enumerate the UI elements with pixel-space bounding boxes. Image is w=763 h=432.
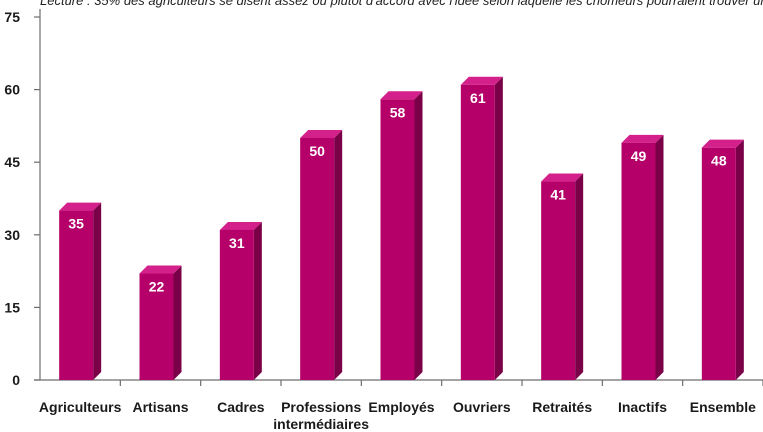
bar <box>59 202 102 380</box>
data-label: 35 <box>68 216 84 232</box>
y-tick-label: 0 <box>12 372 20 388</box>
bar-front <box>380 99 415 380</box>
bar-side <box>173 265 182 380</box>
bar <box>460 76 503 380</box>
bar-side <box>494 76 503 380</box>
x-tick-label: Inactifs <box>618 399 667 415</box>
data-label: 48 <box>711 153 727 169</box>
x-tick-label: Ensemble <box>690 399 756 415</box>
bar-front <box>139 273 174 380</box>
y-tick-label: 30 <box>4 227 20 243</box>
x-tick-label: Professions intermédiaires <box>273 399 369 432</box>
bar <box>380 91 423 380</box>
x-tick-label: Retraités <box>532 399 592 415</box>
bar <box>541 173 584 380</box>
bar-front <box>460 84 495 380</box>
data-label: 31 <box>229 235 245 251</box>
bar-front <box>219 229 254 380</box>
x-tick-label: Artisans <box>132 399 188 415</box>
y-tick-label: 15 <box>4 299 20 315</box>
bar-top <box>139 265 182 274</box>
y-tick-label: 45 <box>4 154 20 170</box>
bar-front <box>300 138 335 380</box>
x-tick-label: Ouvriers <box>453 399 511 415</box>
bar-side <box>253 221 262 380</box>
bar <box>139 265 182 380</box>
bar-top <box>300 130 343 138</box>
bar-side <box>655 134 664 380</box>
bar-side <box>575 173 584 380</box>
bar <box>701 139 744 380</box>
bar-top <box>219 221 262 230</box>
y-tick-label: 75 <box>4 9 20 25</box>
bar-front <box>621 142 656 380</box>
bar-front <box>541 181 576 380</box>
data-label: 49 <box>631 148 647 164</box>
data-label: 58 <box>390 104 406 120</box>
bar-front <box>59 210 94 380</box>
bar-front <box>701 147 736 380</box>
bar-side <box>735 139 744 380</box>
bar-side <box>334 130 343 380</box>
bar-top <box>380 91 423 100</box>
bar <box>300 130 343 380</box>
bar-top <box>701 139 744 148</box>
chart-subtitle: Lecture : 35% des agriculteurs se disent… <box>40 0 763 8</box>
x-tick-label: Employés <box>368 399 434 415</box>
data-label: 22 <box>149 279 165 295</box>
data-label: 41 <box>550 187 566 203</box>
y-tick-label: 60 <box>4 82 20 98</box>
x-tick-label: Cadres <box>217 399 265 415</box>
bar-top <box>460 76 503 85</box>
bar-side <box>93 202 102 380</box>
data-label: 50 <box>309 143 325 159</box>
data-label: 61 <box>470 90 486 106</box>
bar-top <box>541 173 584 182</box>
bar <box>219 221 262 380</box>
bar-top <box>59 202 102 211</box>
x-tick-label: Agriculteurs <box>39 399 122 415</box>
bar <box>621 134 664 380</box>
bar-top <box>621 134 664 143</box>
bar-side <box>414 91 423 380</box>
